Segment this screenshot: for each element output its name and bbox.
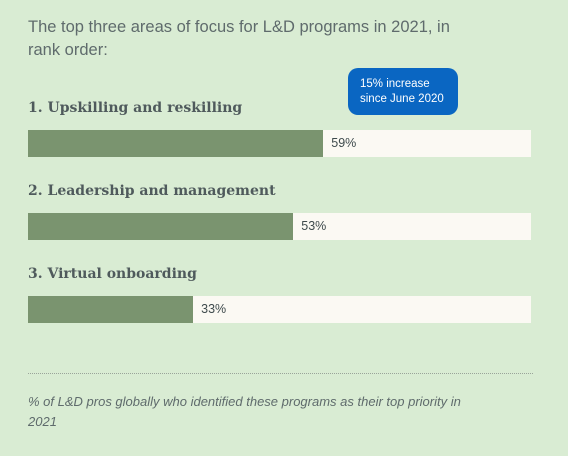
- divider: [28, 373, 533, 374]
- bar-fill-2: [28, 213, 294, 240]
- bar-track-1: 59%: [28, 130, 531, 157]
- bar-fill-1: [28, 130, 324, 157]
- chart-subtitle: The top three areas of focus for L&D pro…: [28, 18, 450, 59]
- bar-label-2: 2. Leadership and management: [28, 183, 276, 199]
- footnote: % of L&D pros globally who identified th…: [28, 394, 461, 429]
- bar-value-2: 53%: [301, 219, 327, 233]
- callout-line-2: since June 2020: [360, 93, 444, 105]
- bar-fill-3: [28, 296, 194, 323]
- bar-value-3: 33%: [201, 302, 227, 316]
- bar-track-2: 53%: [28, 213, 531, 240]
- callout-line-1: 15% increase: [360, 78, 430, 90]
- bar-label-1: 1. Upskilling and reskilling: [28, 100, 243, 116]
- bar-value-1: 59%: [331, 136, 357, 150]
- callout-badge: 15% increase since June 2020: [348, 68, 458, 115]
- bar-track-3: 33%: [28, 296, 531, 323]
- bar-label-3: 3. Virtual onboarding: [28, 266, 197, 282]
